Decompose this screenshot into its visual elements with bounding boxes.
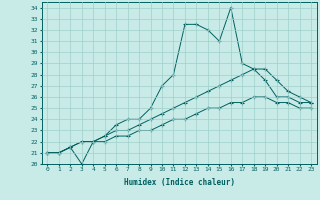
X-axis label: Humidex (Indice chaleur): Humidex (Indice chaleur)	[124, 178, 235, 187]
